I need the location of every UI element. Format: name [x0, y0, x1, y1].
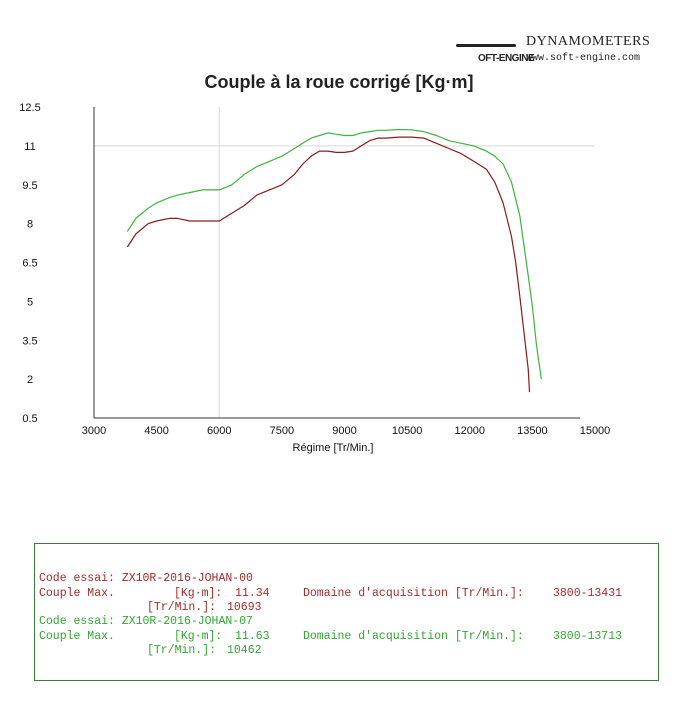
rpm-value-green: 10462 — [227, 644, 262, 657]
domain-value-green: 3800-13713 — [553, 630, 623, 643]
x-tick-label: 4500 — [144, 425, 168, 437]
chart-axes — [93, 107, 580, 419]
y-tick-label: 12.5 — [19, 102, 40, 114]
chart-series — [126, 128, 542, 393]
couple-max-value-red: 11.34 — [235, 587, 270, 600]
y-tick-label: 0.5 — [22, 413, 37, 425]
x-tick-label: 10500 — [392, 425, 423, 437]
y-tick-label: 3.5 — [22, 335, 37, 347]
x-tick-label: 9000 — [332, 425, 356, 437]
x-tick-label: 15000 — [580, 425, 611, 437]
x-axis-label: Régime [Tr/Min.] — [293, 442, 374, 454]
brand-wordmark: DYNAMOMETERS — [526, 34, 651, 49]
series-line-2 — [126, 128, 542, 380]
code-essai-row-green: Code essai: ZX10R-2016-JOHAN-07 — [39, 615, 253, 628]
rpm-unit-green: [Tr/Min.]: — [147, 644, 217, 657]
code-essai-value: ZX10R-2016-JOHAN-07 — [121, 615, 253, 628]
series-line-1 — [126, 136, 531, 393]
couple-max-label-green: Couple Max. — [39, 630, 115, 643]
y-tick-label: 6.5 — [22, 258, 37, 270]
brand-logo: DYNAMOMETERS OFT-ENGINE www.soft-engine.… — [456, 34, 656, 68]
x-tick-label: 7500 — [270, 425, 294, 437]
chart-title: Couple à la roue corrigé [Kg·m] — [204, 72, 474, 92]
brand-url: www.soft-engine.com — [526, 53, 641, 64]
couple-max-label-red: Couple Max. — [39, 587, 115, 600]
domain-value-red: 3800-13431 — [553, 587, 623, 600]
domain-label-red: Domaine d'acquisition [Tr/Min.]: — [303, 587, 524, 600]
chart-grid — [94, 107, 595, 418]
code-essai-label: Code essai: — [39, 615, 115, 628]
couple-max-unit-red: [Kg·m]: — [174, 587, 223, 600]
brand-soft-engine: OFT-ENGINE — [478, 53, 535, 64]
y-tick-label: 2 — [27, 374, 33, 386]
y-tick-label: 8 — [27, 219, 33, 231]
code-essai-row-red: Code essai: ZX10R-2016-JOHAN-00 — [39, 572, 253, 585]
couple-max-unit-green: [Kg·m]: — [174, 630, 223, 643]
x-axis-ticks: 3000 4500 6000 7500 9000 10500 12000 13500 15000 — [82, 425, 611, 437]
rpm-unit-red: [Tr/Min.]: — [147, 601, 217, 614]
logo-bar-icon — [456, 44, 516, 47]
y-axis-ticks: 12.5 11 9.5 8 6.5 5 3.5 2 0.5 — [19, 102, 40, 425]
x-tick-label: 3000 — [82, 425, 106, 437]
x-tick-label: 13500 — [517, 425, 548, 437]
code-essai-label: Code essai: — [39, 572, 115, 585]
y-tick-label: 5 — [27, 296, 33, 308]
code-essai-value: ZX10R-2016-JOHAN-00 — [121, 572, 253, 585]
rpm-value-red: 10693 — [227, 601, 262, 614]
couple-max-value-green: 11.63 — [235, 630, 270, 643]
y-tick-label: 9.5 — [22, 180, 37, 192]
x-tick-label: 12000 — [454, 425, 485, 437]
torque-chart: 12.5 11 9.5 8 6.5 5 3.5 2 0.5 3000 4500 6000 7500 90… — [19, 102, 611, 454]
x-tick-label: 6000 — [207, 425, 231, 437]
domain-label-green: Domaine d'acquisition [Tr/Min.]: — [303, 630, 524, 643]
info-box: Code essai: ZX10R-2016-JOHAN-00 Couple M… — [34, 543, 659, 681]
y-tick-label: 11 — [24, 141, 35, 153]
